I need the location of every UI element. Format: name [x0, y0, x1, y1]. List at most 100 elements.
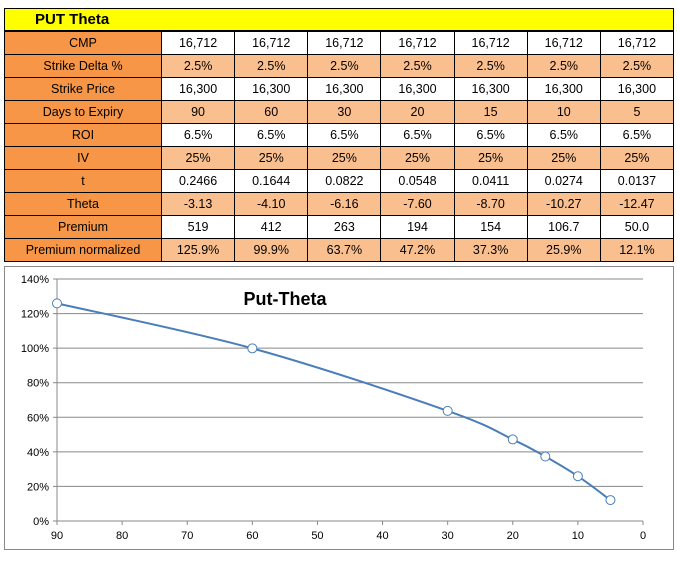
table-cell: 30	[307, 100, 382, 124]
table-cell: 16,300	[160, 77, 236, 101]
table-row: Premium 519 412 263 194 154 106.7 50.0	[4, 215, 675, 239]
table-cell: 6.5%	[307, 123, 382, 147]
data-point	[605, 495, 616, 506]
data-point	[442, 405, 453, 416]
row-label: Strike Delta %	[4, 54, 162, 78]
y-tick-label: 0%	[33, 516, 49, 528]
table-cell: 16,712	[234, 31, 309, 55]
y-tick-label: 80%	[27, 378, 49, 390]
table-cell: 125.9%	[160, 238, 236, 262]
y-tick-label: 100%	[21, 343, 49, 355]
table-cell: 16,712	[526, 31, 601, 55]
table-cell: 99.9%	[234, 238, 309, 262]
chart-title: Put-Theta	[244, 289, 328, 309]
table-cell: 25.9%	[526, 238, 601, 262]
x-tick-label: 80	[116, 530, 128, 542]
data-point	[52, 298, 62, 309]
table-row: Strike Price 16,300 16,300 16,300 16,300 16,3…	[4, 77, 675, 101]
table-row: Theta -3.13 -4.10 -6.16 -7.60 -8.70 -10.27 -12.…	[4, 192, 675, 216]
y-tick-label: 140%	[21, 274, 49, 286]
table-cell: 25%	[599, 146, 675, 170]
table-cell: 16,300	[453, 77, 528, 101]
row-label: Strike Price	[4, 77, 162, 101]
table-cell: 25%	[160, 146, 236, 170]
table-cell: 0.0822	[307, 169, 382, 193]
table-row: CMP 16,712 16,712 16,712 16,712 16,712 16,712 1…	[4, 31, 675, 55]
table-cell: 16,300	[234, 77, 309, 101]
table-cell: 60	[234, 100, 309, 124]
table-cell: 263	[307, 215, 382, 239]
table-cell: 25%	[234, 146, 309, 170]
theta-sheet: PUT Theta CMP 16,712 16,712 16,712 16,712 16,…	[4, 8, 675, 262]
chart-svg: 0% 20% 40% 60% 80% 100% 120% 140% 90 80 70 60 50 40 30…	[21, 274, 646, 542]
row-label: Premium	[4, 215, 162, 239]
x-tick-label: 20	[507, 530, 519, 542]
table-cell: 2.5%	[599, 54, 675, 78]
row-label: Premium normalized	[4, 238, 162, 262]
y-tick-label: 120%	[21, 309, 49, 321]
table-row: Premium normalized 125.9% 99.9% 63.7% 47.2% 3…	[4, 238, 675, 262]
table-cell: 16,300	[599, 77, 675, 101]
table-cell: 2.5%	[526, 54, 601, 78]
table-row: Strike Delta % 2.5% 2.5% 2.5% 2.5% 2.5% 2.5% 2.…	[4, 54, 675, 78]
table-cell: 412	[234, 215, 309, 239]
table-cell: 6.5%	[234, 123, 309, 147]
table-cell: 15	[453, 100, 528, 124]
table-row: IV 25% 25% 25% 25% 25% 25% 25%	[4, 146, 675, 170]
row-label: Theta	[4, 192, 162, 216]
x-tick-label: 70	[181, 530, 193, 542]
table-cell: 0.1644	[234, 169, 309, 193]
table-cell: -12.47	[599, 192, 675, 216]
theta-table: CMP 16,712 16,712 16,712 16,712 16,712 16,712 1…	[4, 31, 675, 262]
table-cell: -7.60	[380, 192, 455, 216]
y-tick-label: 20%	[27, 481, 49, 493]
table-cell: 2.5%	[160, 54, 236, 78]
table-cell: 16,712	[307, 31, 382, 55]
table-cell: 16,300	[380, 77, 455, 101]
y-tick-label: 40%	[27, 447, 49, 459]
table-cell: 16,712	[453, 31, 528, 55]
table-cell: 0.0548	[380, 169, 455, 193]
row-label: t	[4, 169, 162, 193]
table-cell: -4.10	[234, 192, 309, 216]
table-cell: 20	[380, 100, 455, 124]
row-label: Days to Expiry	[4, 100, 162, 124]
table-cell: 10	[526, 100, 601, 124]
table-cell: 2.5%	[234, 54, 309, 78]
table-cell: 25%	[380, 146, 455, 170]
table-cell: 6.5%	[160, 123, 236, 147]
table-cell: 0.0274	[526, 169, 601, 193]
x-tick-label: 50	[311, 530, 323, 542]
table-cell: 5	[599, 100, 675, 124]
table-cell: 16,300	[526, 77, 601, 101]
table-cell: 47.2%	[380, 238, 455, 262]
table-cell: 6.5%	[453, 123, 528, 147]
table-cell: 2.5%	[380, 54, 455, 78]
table-cell: 0.0411	[453, 169, 528, 193]
table-cell: 16,712	[380, 31, 455, 55]
row-label: IV	[4, 146, 162, 170]
table-cell: 16,712	[599, 31, 675, 55]
table-cell: 6.5%	[526, 123, 601, 147]
table-cell: 25%	[307, 146, 382, 170]
row-label: ROI	[4, 123, 162, 147]
table-cell: 106.7	[526, 215, 601, 239]
put-theta-chart: 0% 20% 40% 60% 80% 100% 120% 140% 90 80 70 60 50 40 30…	[4, 266, 674, 550]
x-tick-label: 40	[376, 530, 388, 542]
table-cell: 519	[160, 215, 236, 239]
table-cell: 63.7%	[307, 238, 382, 262]
sheet-title: PUT Theta	[4, 8, 674, 31]
x-tick-label: 90	[51, 530, 63, 542]
table-cell: 2.5%	[453, 54, 528, 78]
table-cell: 0.0137	[599, 169, 675, 193]
table-cell: 50.0	[599, 215, 675, 239]
table-cell: 154	[453, 215, 528, 239]
x-tick-label: 60	[246, 530, 258, 542]
table-cell: 194	[380, 215, 455, 239]
data-point	[540, 451, 551, 462]
table-row: t 0.2466 0.1644 0.0822 0.0548 0.0411 0.0274 0.0…	[4, 169, 675, 193]
table-cell: 16,300	[307, 77, 382, 101]
table-cell: 6.5%	[599, 123, 675, 147]
series-line	[56, 302, 612, 501]
table-cell: 0.2466	[160, 169, 236, 193]
